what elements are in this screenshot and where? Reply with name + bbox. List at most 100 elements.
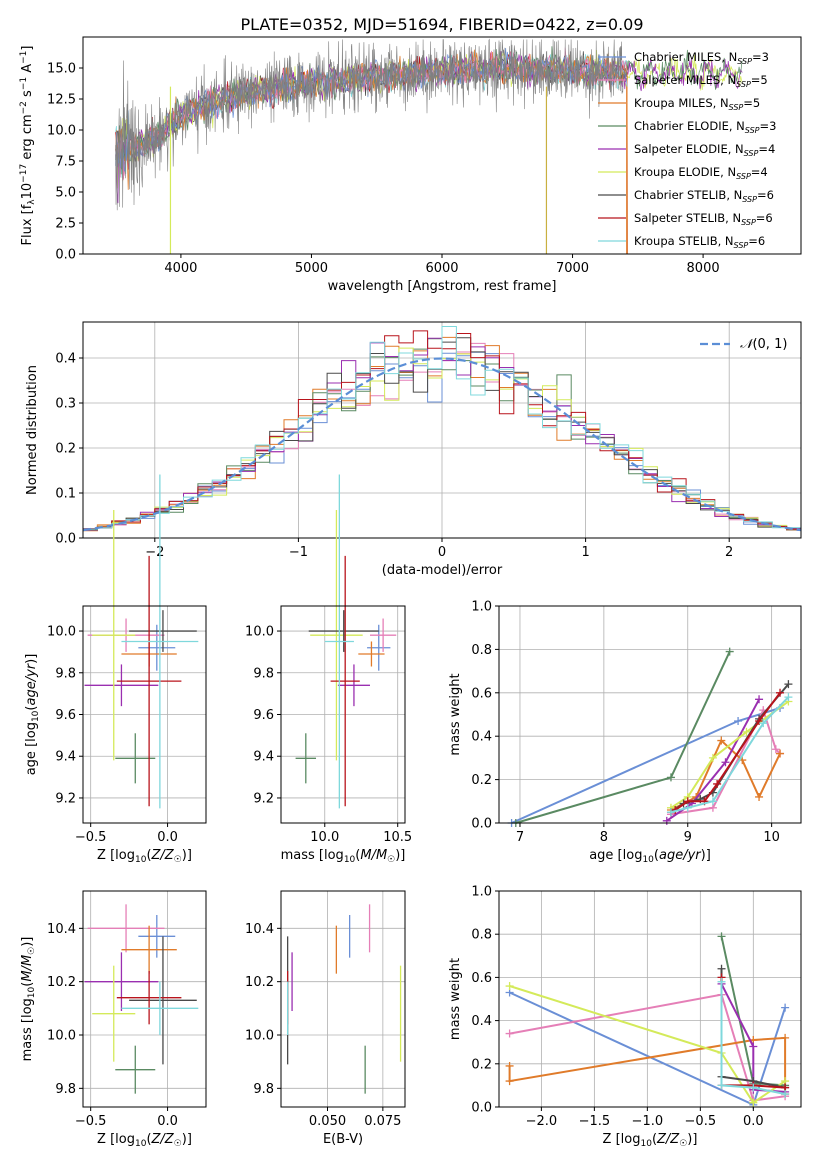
x-tick-label: −0.5 xyxy=(75,830,107,845)
weight-marker xyxy=(742,727,751,736)
weight-marker xyxy=(505,1077,514,1086)
y-tick-label: 9.4 xyxy=(253,750,274,765)
y-tick-label: 10.0 xyxy=(47,124,76,139)
errorbar-point xyxy=(358,641,385,667)
x-tick-label: −0.5 xyxy=(685,1114,717,1129)
weight-marker xyxy=(781,1003,790,1012)
x-tick-label: −1.0 xyxy=(632,1114,664,1129)
y-tick-label: 10.0 xyxy=(47,1029,76,1044)
legend-label: 𝒩(0, 1) xyxy=(740,337,787,352)
weight-marker xyxy=(755,695,764,704)
weight-marker xyxy=(683,803,692,812)
residuals-panel: −2 −1 0 1 2 0.0 0.1 0.2 0.3 0.4 (data-model)/error… xyxy=(25,321,802,578)
errorbar-point xyxy=(129,610,197,652)
x-tick-label: 0.0 xyxy=(743,1114,764,1129)
weight-series-line xyxy=(509,985,786,1105)
weight-marker xyxy=(666,808,675,817)
weight-marker xyxy=(781,1033,790,1042)
y-tick-label: 12.5 xyxy=(47,93,76,108)
weight-marker xyxy=(717,932,726,941)
weight-marker xyxy=(666,773,675,782)
x-tick-label: 0.0 xyxy=(157,830,178,845)
axes-frame-rect xyxy=(498,890,802,1108)
y-tick-label: 0.1 xyxy=(55,487,76,502)
y-tick-label: 0.0 xyxy=(55,532,76,547)
y-tick-label: 0.6 xyxy=(471,971,492,986)
weight-marker xyxy=(784,693,793,702)
x-tick-label: 10.0 xyxy=(310,830,339,845)
histogram-step-line xyxy=(83,326,801,530)
axes-frame-rect xyxy=(82,890,207,1108)
errorbar-point xyxy=(129,936,197,1065)
x-tick-label: 5000 xyxy=(295,261,328,276)
axes-frame: 7 8 9 10 0.0 0.2 0.4 0.6 0.8 1.0 age [log10(age/yr… xyxy=(448,600,802,865)
plot-area xyxy=(115,38,743,255)
errorbar-point xyxy=(84,952,159,1011)
y-tick-label: 9.6 xyxy=(253,708,274,723)
weight-marker xyxy=(771,745,780,754)
weight-marker xyxy=(759,719,768,728)
errorbar-point xyxy=(121,474,199,809)
errorbar-point xyxy=(87,904,165,953)
y-tick-label: 10.4 xyxy=(245,922,274,937)
errorbar-point xyxy=(310,510,363,761)
age-vs-Z-panel: −0.5 0.0 9.2 9.4 9.6 9.8 10.0 Z [log10(Z/Z☉)] ag… xyxy=(24,474,207,865)
weight-marker xyxy=(713,779,722,788)
y-tick-label: 0.2 xyxy=(471,773,492,788)
weight-marker xyxy=(708,753,717,762)
y-axis-label: Flux [fλ10−17 erg cm−2 s−1 A−1] xyxy=(19,46,37,246)
weight-marker xyxy=(755,717,764,726)
y-tick-label: 0.3 xyxy=(55,397,76,412)
weight-marker xyxy=(734,717,743,726)
y-tick-label: 0.0 xyxy=(55,248,76,263)
x-tick-label: 4000 xyxy=(164,261,197,276)
y-axis-label: mass weight xyxy=(448,958,463,1040)
x-tick-label: 0 xyxy=(438,545,446,560)
errorbar-point xyxy=(92,510,136,761)
y-tick-label: 0.8 xyxy=(471,643,492,658)
y-tick-label: 0.6 xyxy=(471,686,492,701)
x-axis-label: Z [log10(Z/Z☉)] xyxy=(97,1132,192,1149)
axes-frame-rect xyxy=(280,890,406,1108)
y-tick-label: 9.4 xyxy=(55,750,76,765)
weight-marker xyxy=(708,797,717,806)
weight-marker xyxy=(776,688,785,697)
axes-frame: −0.5 0.0 9.2 9.4 9.6 9.8 10.0 Z [log10(Z/Z☉)] ag… xyxy=(24,605,207,865)
axes-frame: −2 −1 0 1 2 0.0 0.1 0.2 0.3 0.4 (data-model)/error… xyxy=(25,321,802,578)
x-tick-label: 8 xyxy=(600,830,608,845)
y-tick-label: 15.0 xyxy=(47,62,76,77)
y-axis-label: Normed distribution xyxy=(25,365,40,495)
plot-area xyxy=(82,326,802,532)
y-tick-label: 0.2 xyxy=(471,1057,492,1072)
y-tick-label: 0.0 xyxy=(471,1101,492,1116)
y-tick-label: 7.5 xyxy=(55,155,76,170)
x-axis-label: (data-model)/error xyxy=(382,563,503,578)
legend-label: Kroupa STELIB, NSSP=6 xyxy=(634,234,765,250)
y-tick-label: 10.0 xyxy=(47,625,76,640)
errorbar-point xyxy=(116,555,182,807)
x-tick-label: 9 xyxy=(684,830,692,845)
y-tick-label: 10.4 xyxy=(47,922,76,937)
mass-vs-ebv-panel: 0.050 0.075 9.8 10.0 10.2 10.4 E(B-V) xyxy=(245,890,406,1147)
spectrum-data-line xyxy=(115,38,626,211)
plot-area xyxy=(84,904,199,1094)
x-axis-label: mass [log10(M/M☉)] xyxy=(281,848,406,865)
errorbar-point xyxy=(116,971,182,1025)
axes-frame: 10.0 10.5 9.2 9.4 9.6 9.8 10.0 mass [log10(M/M☉… xyxy=(245,605,412,865)
x-tick-label: −1.5 xyxy=(579,1114,611,1129)
gaussian-curve xyxy=(82,357,802,532)
y-tick-label: 2.5 xyxy=(55,217,76,232)
weight-vs-age-panel: 7 8 9 10 0.0 0.2 0.4 0.6 0.8 1.0 age [log10(age/yr… xyxy=(448,600,802,865)
y-tick-label: 0.2 xyxy=(55,442,76,457)
x-tick-label: 7000 xyxy=(556,261,589,276)
y-tick-label: 0.4 xyxy=(471,1014,492,1029)
errorbar-point xyxy=(121,981,199,1035)
y-axis-label: age [log10(age/yr)] xyxy=(24,654,41,776)
weight-series-line xyxy=(720,981,786,1095)
errorbar-point xyxy=(92,965,136,1062)
residuals-legend: 𝒩(0, 1) xyxy=(700,337,787,352)
grid-lines xyxy=(83,891,206,1107)
x-tick-label: −2.0 xyxy=(526,1114,558,1129)
errorbar-point xyxy=(330,555,360,807)
